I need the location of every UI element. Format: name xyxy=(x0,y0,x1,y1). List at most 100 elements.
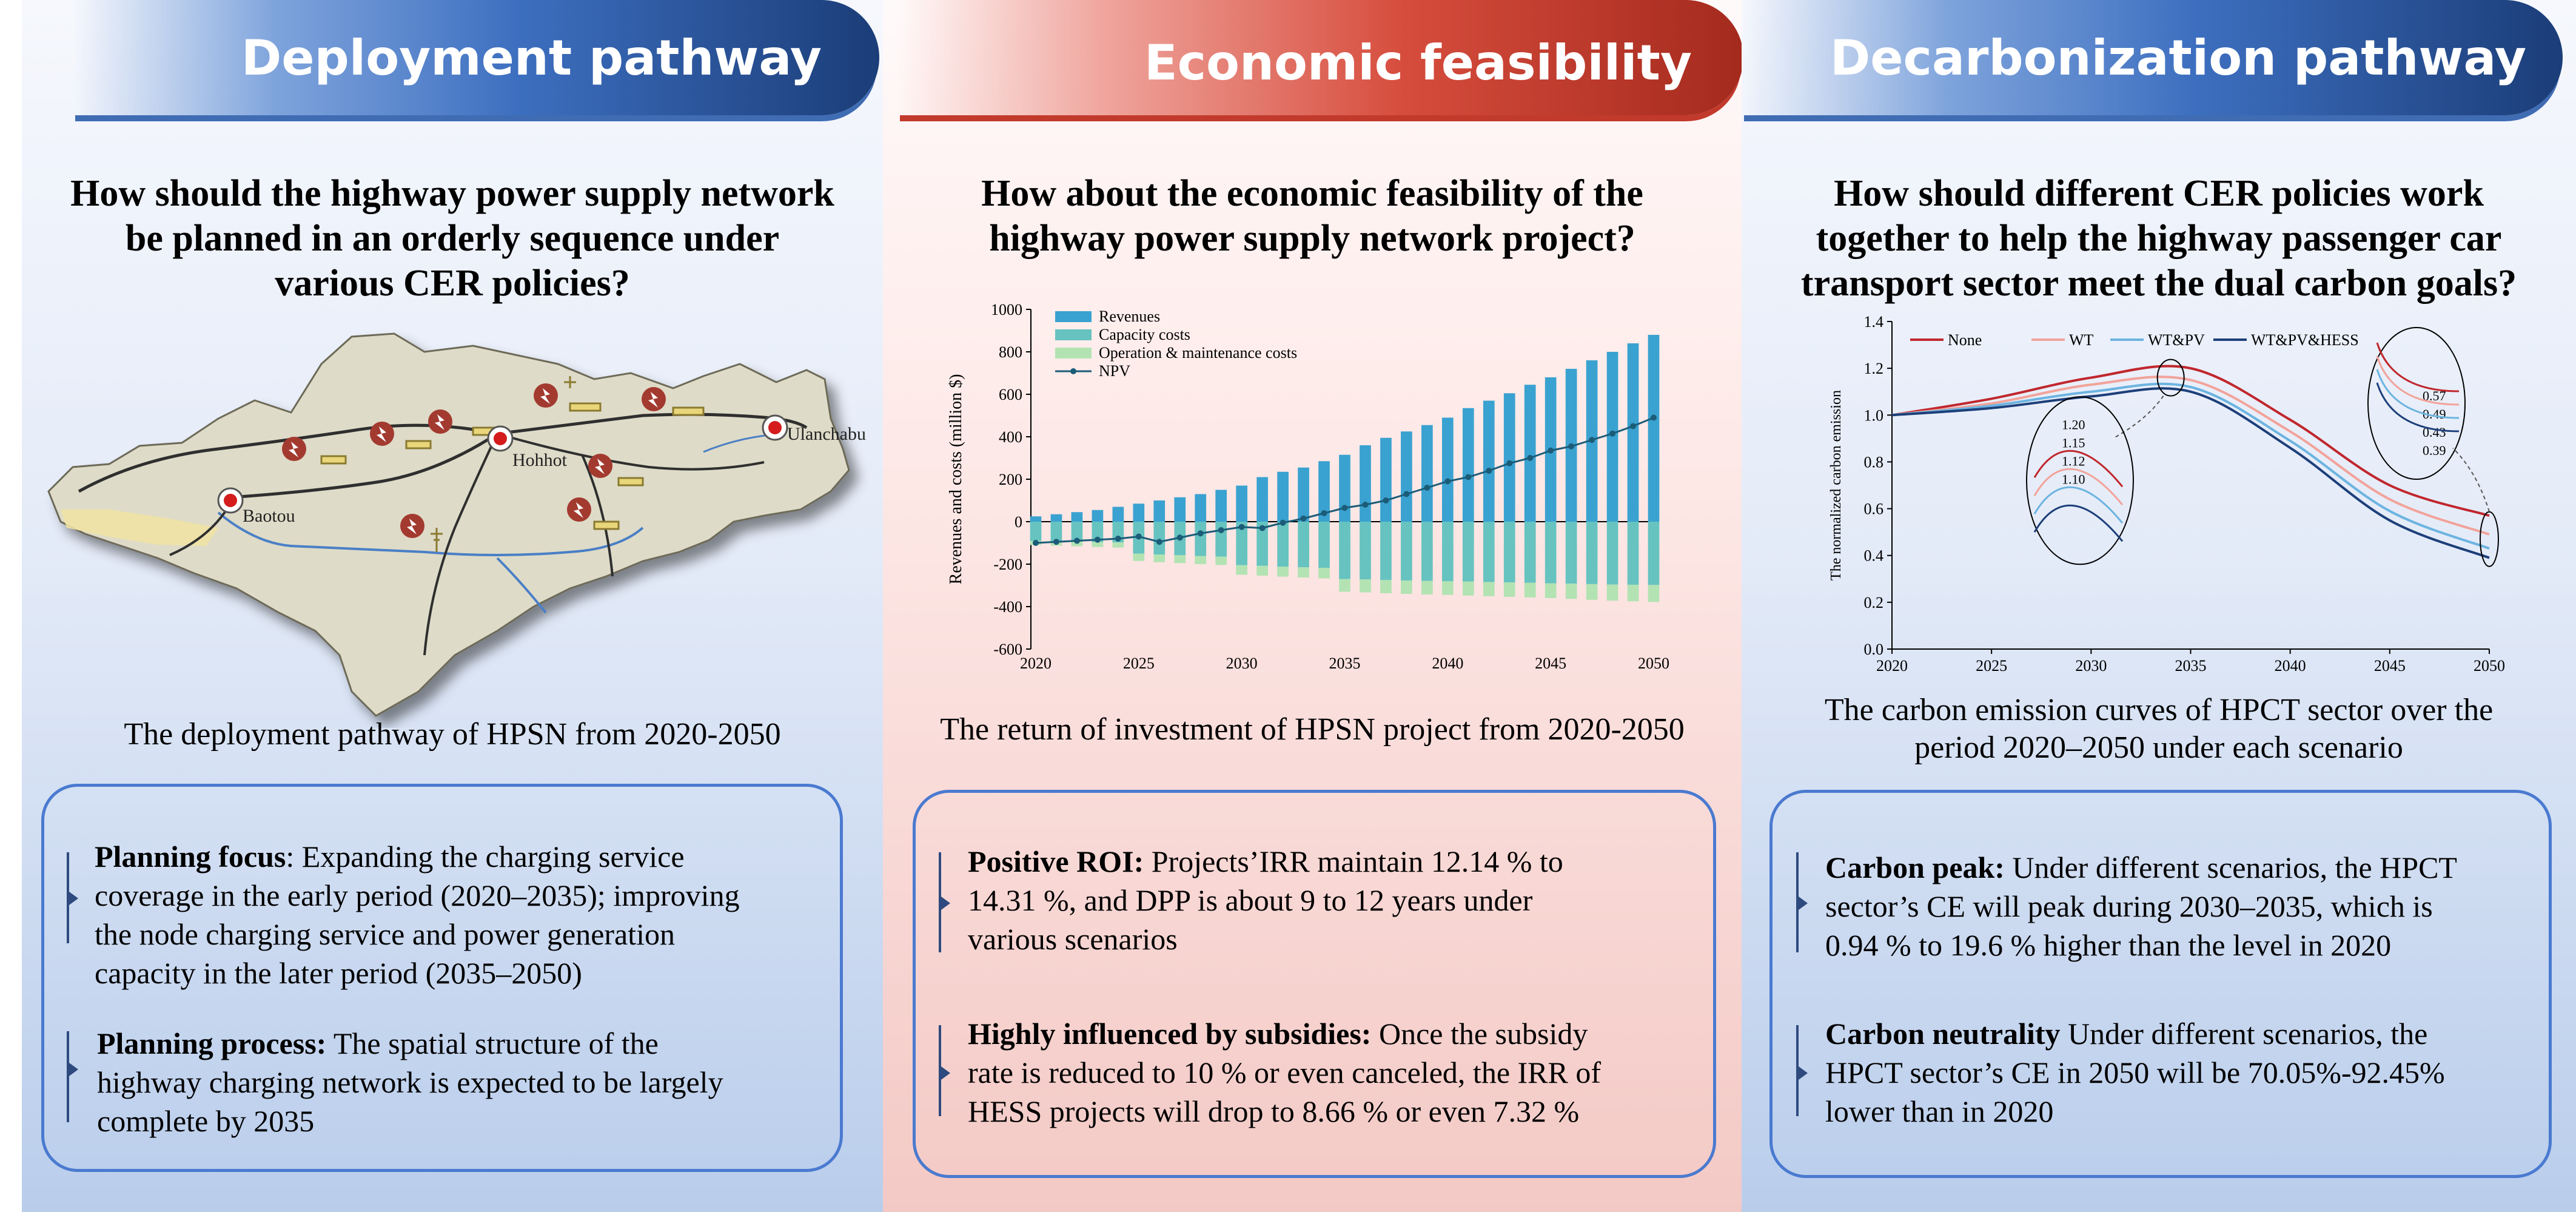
bullet-head: Carbon neutrality xyxy=(1825,1017,2061,1051)
bullet-text: 14.31 %, and DPP is about 9 to 12 years … xyxy=(968,883,1533,917)
y-tick-label: 400 xyxy=(999,428,1022,446)
end-value-label: 0.39 xyxy=(2423,443,2446,458)
npv-point xyxy=(1176,534,1183,541)
bullet-text: 0.94 % to 19.6 % higher than the level i… xyxy=(1825,928,2392,962)
revenue-bar xyxy=(1195,494,1207,522)
capacity-cost-bar xyxy=(1215,522,1227,557)
bullet-head: Positive ROI: xyxy=(968,844,1144,878)
npv-point xyxy=(1300,515,1307,522)
revenue-bar xyxy=(1071,512,1083,522)
subsidies-bullet: Highly influenced by subsidies: Once the… xyxy=(968,1014,1696,1131)
om-cost-bar xyxy=(1462,581,1474,596)
capacity-cost-bar xyxy=(1277,522,1289,567)
legend-label: None xyxy=(1948,331,1982,349)
npv-point xyxy=(1197,530,1204,537)
om-cost-bar xyxy=(1112,542,1124,548)
question-line: together to help the highway passenger c… xyxy=(1816,218,2502,259)
peak-zoom-circle xyxy=(2026,396,2134,565)
revenue-bar xyxy=(1215,490,1227,522)
end-marker-ellipse xyxy=(2480,511,2499,567)
legend-label: WT&PV xyxy=(2148,331,2205,349)
npv-point xyxy=(1527,455,1534,461)
y-tick-label: 0.8 xyxy=(1864,453,1884,471)
legend-label: NPV xyxy=(1099,362,1130,380)
deployment-pathway-banner: Deployment pathway xyxy=(73,0,879,115)
question-line: various CER policies? xyxy=(275,263,630,304)
capacity-cost-bar xyxy=(1339,522,1350,579)
revenue-bar xyxy=(1401,431,1412,522)
deployment-findings-box xyxy=(41,784,843,1172)
x-tick-label: 2030 xyxy=(2075,657,2107,675)
x-tick-label: 2040 xyxy=(1432,655,1463,672)
capacity-cost-bar xyxy=(1236,522,1248,565)
om-cost-bar xyxy=(1174,555,1186,564)
x-tick-label: 2030 xyxy=(1226,655,1258,672)
bullet-arrow-icon xyxy=(69,892,78,905)
question-line: be planned in an orderly sequence under xyxy=(125,218,780,259)
om-cost-bar xyxy=(1586,584,1598,600)
x-tick-label: 2045 xyxy=(1535,655,1566,672)
revenue-bar xyxy=(1483,400,1495,522)
om-cost-bar xyxy=(1565,584,1577,599)
peak-marker-ellipse xyxy=(2156,359,2185,397)
revenue-bar xyxy=(1256,477,1268,522)
revenue-bar xyxy=(1627,343,1639,522)
revenue-bar xyxy=(1360,445,1371,522)
zoom-arrow xyxy=(2452,448,2490,513)
x-tick-label: 2050 xyxy=(1638,655,1669,672)
bullet-text: highway charging network is expected to … xyxy=(97,1065,723,1099)
x-tick-label: 2025 xyxy=(1123,655,1155,672)
economic-caption: The return of investment of HPSN project… xyxy=(940,712,1685,747)
planning-process-bullet: Planning process: The spatial structure … xyxy=(97,1024,825,1140)
capacity-cost-bar xyxy=(1360,522,1371,580)
y-tick-label: 800 xyxy=(999,343,1022,361)
highway xyxy=(581,454,614,577)
question-line: How should the highway power supply netw… xyxy=(70,173,834,214)
revenue-bar xyxy=(1441,417,1454,522)
bullet-arrow-icon xyxy=(1799,897,1808,910)
carbon-peak-bullet: Carbon peak: Under different scenarios, … xyxy=(1825,848,2541,965)
y-tick-label: -600 xyxy=(993,641,1022,658)
capacity-cost-bar xyxy=(1586,522,1598,584)
npv-point xyxy=(1383,497,1389,503)
npv-point xyxy=(1073,537,1080,544)
y-tick-label: 1.0 xyxy=(1864,406,1884,424)
om-cost-bar xyxy=(1360,579,1371,593)
npv-point xyxy=(1156,539,1162,545)
bullet-text: the node charging service and power gene… xyxy=(95,917,676,951)
npv-point xyxy=(1465,474,1472,480)
carbon-neutrality-bullet: Carbon neutrality Under different scenar… xyxy=(1825,1014,2541,1131)
revenue-bar xyxy=(1112,507,1124,522)
om-cost-bar xyxy=(1215,556,1227,565)
capacity-cost-bar xyxy=(1092,522,1104,542)
npv-point xyxy=(1321,510,1327,516)
zoom-curve xyxy=(2376,382,2460,433)
om-cost-bar xyxy=(1277,567,1289,577)
revenue-bar xyxy=(1524,385,1536,522)
caption-line: The carbon emission curves of HPCT secto… xyxy=(1824,693,2494,727)
bullet-text: HPCT sector’s CE in 2050 will be 70.05%-… xyxy=(1825,1055,2445,1089)
y-tick-label: 600 xyxy=(999,386,1022,403)
capacity-cost-bar xyxy=(1112,522,1124,543)
y-tick-label: 1000 xyxy=(991,301,1022,318)
deployment-title: Deployment pathway xyxy=(241,29,822,86)
bullet-arrow-icon xyxy=(941,1066,950,1080)
revenue-bar xyxy=(1174,497,1186,522)
bullet-text: complete by 2035 xyxy=(97,1104,315,1138)
y-tick-label: 0 xyxy=(1015,513,1022,531)
npv-point xyxy=(1135,533,1142,540)
zoom-curve xyxy=(2376,355,2460,406)
revenue-bar xyxy=(1277,471,1289,522)
peak-value-label: 1.12 xyxy=(2062,453,2085,468)
bullet-text: lower than in 2020 xyxy=(1825,1094,2054,1128)
bullet-head: Planning process: xyxy=(97,1026,327,1060)
deployment-map: Baotou Hohhot Ulanchabu xyxy=(47,332,866,717)
highway xyxy=(230,432,498,499)
desert-area xyxy=(61,510,218,546)
peak-value-label: 1.20 xyxy=(2062,417,2085,432)
river xyxy=(496,557,547,614)
bullet-head: Carbon peak: xyxy=(1825,850,2005,884)
end-zoom-circle xyxy=(2367,327,2466,480)
revenue-bar xyxy=(1153,500,1166,522)
npv-point xyxy=(1568,443,1575,449)
